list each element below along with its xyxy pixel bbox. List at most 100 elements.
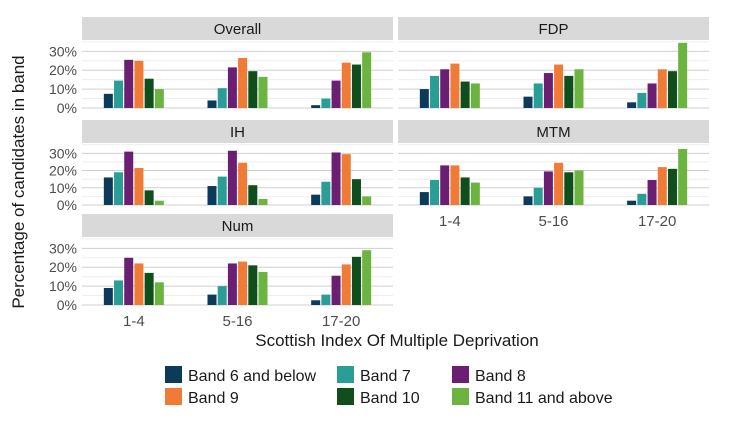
bar — [154, 89, 164, 108]
bar — [331, 152, 341, 205]
facet-title: IH — [230, 124, 245, 141]
bar — [440, 165, 450, 205]
bar — [533, 83, 543, 108]
bar — [574, 170, 584, 205]
bar — [217, 286, 227, 305]
bar — [227, 263, 237, 305]
legend-item: Band 7 — [337, 366, 411, 385]
legend-swatch — [452, 366, 469, 383]
legend-swatch — [452, 388, 469, 405]
bar — [258, 198, 268, 205]
bar — [523, 196, 533, 205]
legend-label: Band 9 — [188, 390, 239, 407]
bar — [430, 75, 440, 108]
x-tick-label: 5-16 — [222, 313, 252, 330]
x-axis-label: Scottish Index Of Multiple Deprivation — [255, 331, 538, 350]
bar — [311, 300, 321, 305]
bar — [248, 185, 258, 205]
legend-swatch — [337, 366, 354, 383]
bar — [154, 200, 164, 205]
bar — [144, 190, 154, 205]
bar — [678, 149, 688, 205]
bar — [351, 256, 361, 305]
x-tick-label: 17-20 — [322, 313, 360, 330]
bar — [667, 71, 677, 108]
bar — [321, 294, 331, 305]
legend-swatch — [165, 388, 182, 405]
legend-swatch — [337, 388, 354, 405]
bar — [144, 272, 154, 305]
bar — [217, 176, 227, 205]
bar — [114, 80, 124, 108]
bar — [647, 180, 657, 205]
bar — [207, 186, 217, 205]
bar — [533, 187, 543, 205]
bar — [440, 69, 450, 108]
legend-label: Band 10 — [360, 390, 420, 407]
x-tick-label: 5-16 — [538, 213, 568, 230]
bar — [103, 93, 113, 108]
bar — [362, 250, 372, 305]
bar — [207, 100, 217, 108]
bar — [523, 96, 533, 108]
bar — [430, 180, 440, 205]
facet-strip — [82, 17, 393, 40]
bar — [341, 264, 351, 305]
legend-label: Band 7 — [360, 368, 411, 385]
bar — [419, 89, 429, 108]
bar — [321, 181, 331, 205]
facet-title: FDP — [539, 21, 569, 38]
bar — [103, 177, 113, 205]
bar — [460, 81, 470, 108]
facet-strip — [82, 120, 393, 143]
legend-item: Band 10 — [337, 388, 420, 407]
bar — [627, 200, 637, 205]
legend-item: Band 8 — [452, 366, 526, 385]
bar — [564, 75, 574, 108]
y-tick-label: 30% — [49, 145, 77, 161]
bar — [554, 64, 564, 108]
y-tick-label: 30% — [49, 43, 77, 59]
y-tick-label: 0% — [57, 297, 77, 313]
bar — [238, 162, 248, 205]
legend-item: Band 11 and above — [452, 388, 613, 407]
bar — [678, 42, 688, 109]
x-tick-label: 17-20 — [638, 213, 676, 230]
bar — [144, 78, 154, 108]
facet-panel: IH 0%10%20% 30% — [49, 120, 393, 213]
bar — [227, 150, 237, 205]
y-tick-label: 0% — [57, 197, 77, 213]
x-tick-label: 1-4 — [439, 213, 461, 230]
bar — [351, 179, 361, 205]
bar — [134, 263, 144, 305]
bar — [248, 71, 258, 108]
bar — [154, 282, 164, 305]
legend-label: Band 11 and above — [475, 390, 613, 407]
bar — [657, 69, 667, 108]
facet-strip — [398, 120, 709, 143]
bar — [564, 172, 574, 205]
bar — [450, 63, 460, 108]
bar — [667, 168, 677, 205]
bar — [134, 167, 144, 205]
bar — [637, 193, 647, 205]
bar — [647, 83, 657, 108]
bar — [238, 261, 248, 305]
legend-item: Band 9 — [165, 388, 239, 407]
bar — [341, 154, 351, 205]
bar — [331, 275, 341, 305]
facet-panel: Num 0% 10% 20% 30% 1-4 5-16 17-20 — [49, 214, 393, 330]
y-tick-label: 20% — [49, 259, 77, 275]
bar — [450, 165, 460, 205]
legend-label: Band 8 — [475, 368, 526, 385]
legend-label: Band 6 and below — [188, 368, 317, 385]
facet-panel: FDP — [398, 17, 709, 109]
bar — [207, 294, 217, 305]
bar — [311, 194, 321, 205]
y-tick-label: 0% — [57, 100, 77, 116]
bar — [470, 182, 480, 205]
bar — [311, 105, 321, 108]
bar — [114, 280, 124, 305]
bar — [419, 192, 429, 205]
y-tick-label: 20% — [49, 163, 77, 179]
